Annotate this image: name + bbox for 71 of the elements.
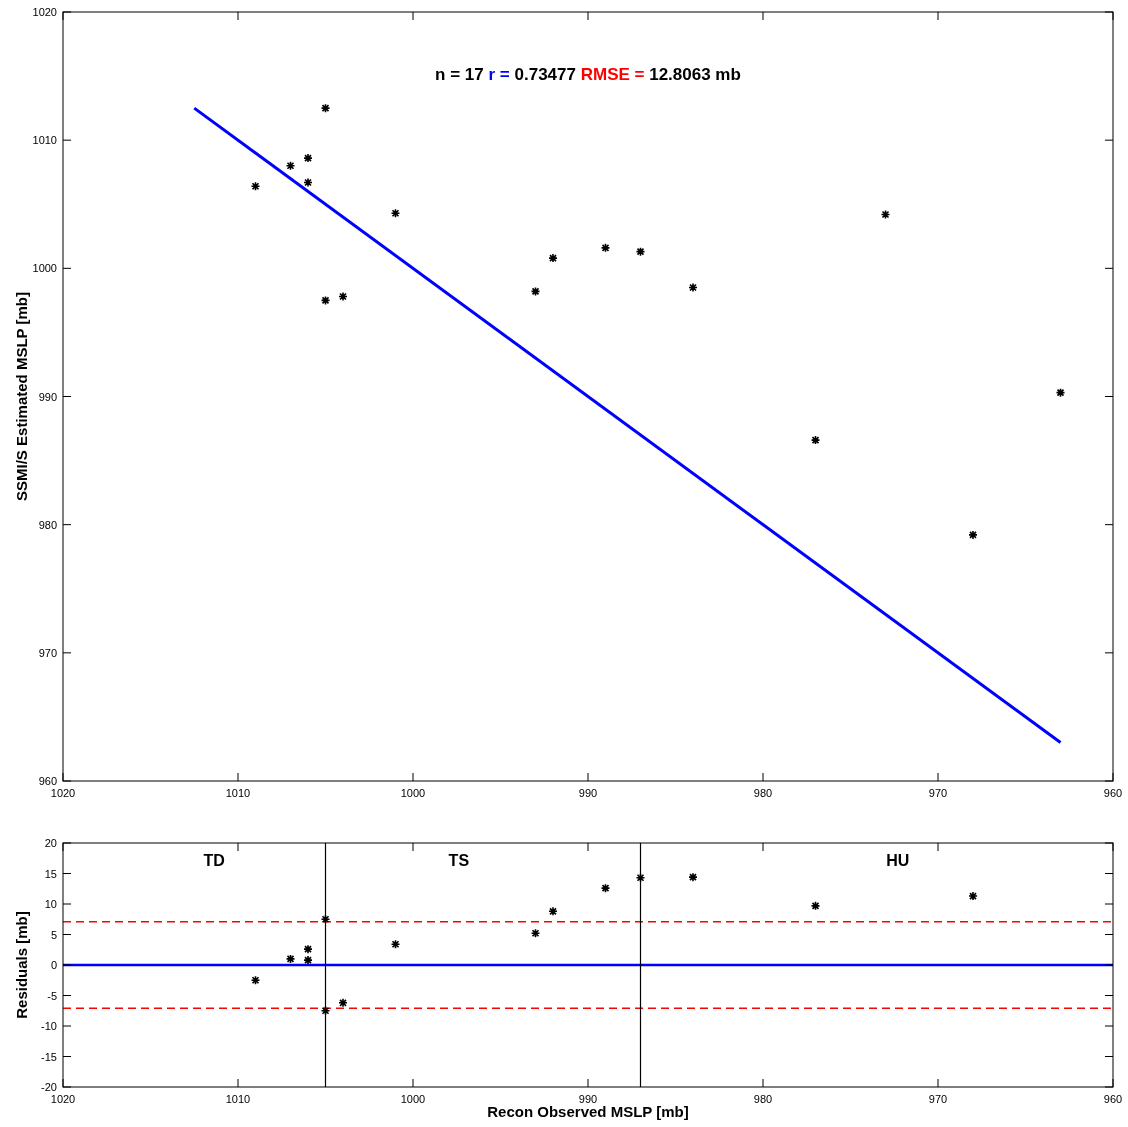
point — [390, 939, 401, 950]
y-tick-label: 5 — [50, 928, 57, 941]
y-tick-label: 1020 — [32, 6, 57, 18]
point — [688, 872, 698, 882]
y-tick-label: 960 — [38, 775, 57, 787]
point — [250, 975, 261, 986]
point — [320, 295, 331, 306]
point — [968, 891, 978, 901]
y-tick-label: 1010 — [32, 134, 57, 147]
point — [880, 209, 891, 220]
y-tick-label: 15 — [44, 867, 57, 880]
x-tick-label: 960 — [1103, 1093, 1123, 1105]
x-tick-label: 990 — [578, 787, 598, 799]
point — [285, 161, 296, 171]
point — [968, 530, 978, 540]
point — [320, 914, 331, 925]
point — [548, 906, 558, 917]
point — [338, 291, 348, 302]
annotation: HU — [886, 852, 910, 869]
y-tick-label: 970 — [38, 646, 57, 659]
point — [250, 181, 261, 192]
point — [530, 286, 541, 297]
y-tick-label: 980 — [38, 518, 57, 531]
x-tick-label: 960 — [1103, 787, 1123, 799]
annotation: TS — [448, 852, 470, 869]
x-axis-title: Recon Observed MSLP [mb] — [487, 1103, 689, 1120]
point — [285, 954, 296, 964]
point — [548, 253, 558, 263]
x-tick-label: 1010 — [225, 1093, 251, 1105]
x-tick-label: 1000 — [400, 1093, 426, 1105]
point — [600, 883, 611, 893]
y-tick-label: -10 — [41, 1020, 57, 1032]
point — [635, 872, 646, 883]
x-tick-label: 1000 — [400, 787, 426, 799]
y-tick-label: -20 — [41, 1081, 57, 1093]
point — [600, 243, 611, 253]
point — [303, 944, 313, 954]
point — [635, 246, 646, 257]
point — [390, 208, 401, 219]
point — [810, 435, 821, 445]
x-tick-label: 970 — [928, 1093, 948, 1105]
y-tick-label: 20 — [44, 837, 57, 849]
x-tick-label: 970 — [928, 787, 948, 799]
annotation: n = 17 — [435, 65, 484, 84]
point — [303, 955, 313, 965]
y-axis-title: Residuals [mb] — [13, 911, 30, 1019]
point — [688, 282, 698, 293]
annotation: 0.73477 — [509, 65, 576, 84]
y-tick-label: -5 — [47, 989, 57, 1002]
annotation: RMSE = — [575, 65, 645, 84]
y-tick-label: 1000 — [32, 262, 57, 275]
point — [530, 928, 541, 939]
point — [303, 177, 313, 188]
point — [1055, 387, 1066, 398]
point — [338, 998, 348, 1008]
annotation: TD — [203, 852, 225, 869]
point — [810, 901, 821, 911]
y-axis-title: SSMI/S Estimated MSLP [mb] — [13, 292, 30, 501]
annotation: 12.8063 mb — [644, 65, 741, 84]
point — [303, 153, 313, 163]
point — [320, 103, 331, 113]
y-tick-label: 0 — [50, 959, 57, 971]
y-tick-label: 10 — [44, 898, 57, 910]
y-tick-label: 990 — [38, 390, 57, 403]
point — [320, 1005, 331, 1016]
x-tick-label: 980 — [753, 787, 773, 799]
x-tick-label: 1010 — [225, 787, 251, 799]
annotation: r = — [483, 65, 510, 84]
y-tick-label: -15 — [41, 1050, 57, 1063]
x-tick-label: 990 — [578, 1093, 598, 1105]
x-tick-label: 980 — [753, 1093, 773, 1105]
